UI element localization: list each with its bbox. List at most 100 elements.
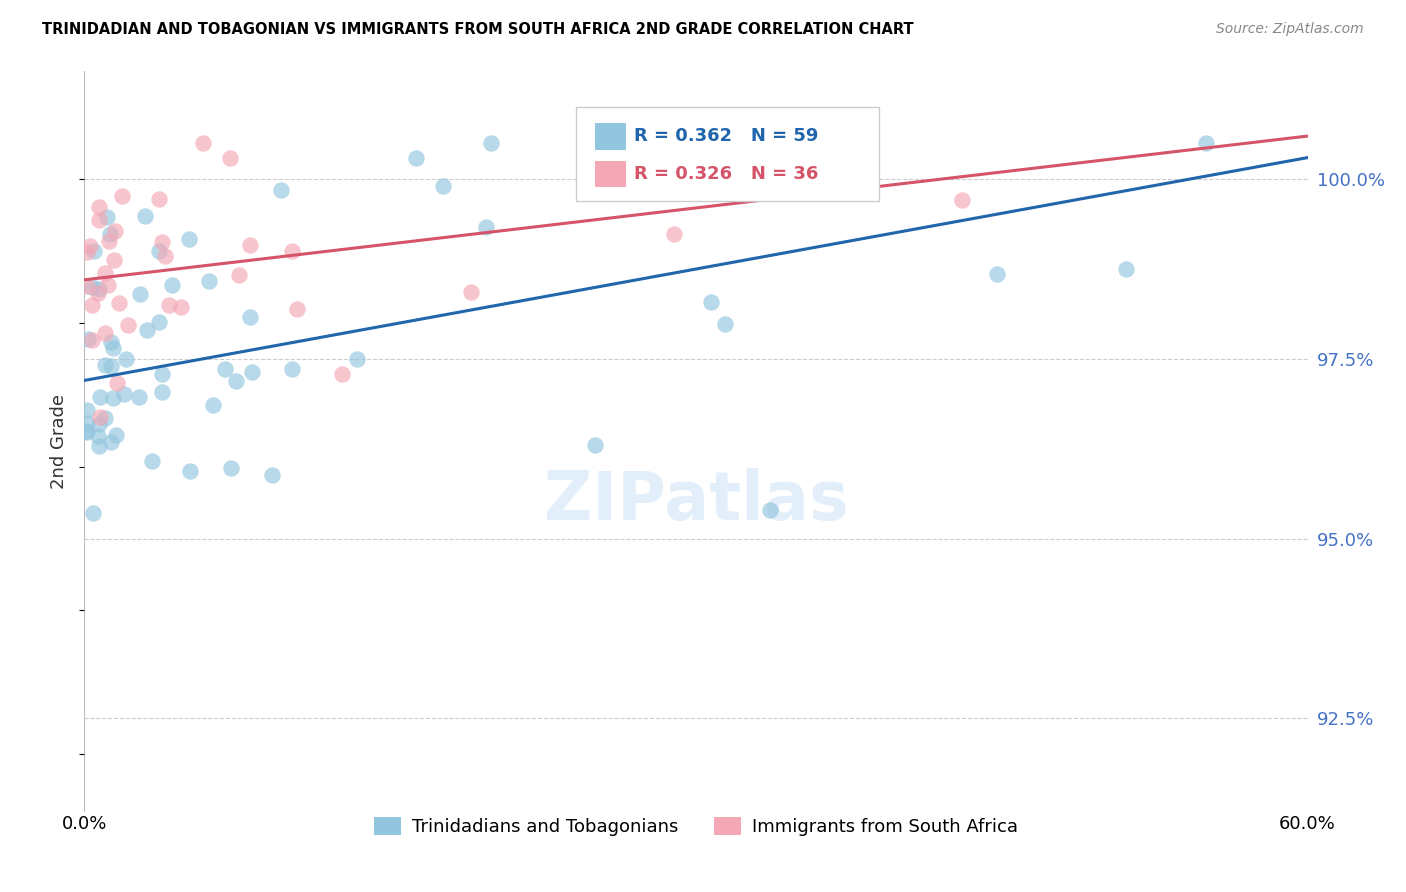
Point (89, 409, 111, 424)
Text: R = 0.326   N = 36: R = 0.326 N = 36 (634, 165, 818, 183)
Point (97, 278, 120, 293)
Point (179, 464, 201, 478)
Point (262, 468, 284, 483)
Point (578, 136, 600, 151)
Point (474, 220, 496, 235)
Point (285, 301, 308, 316)
Text: TRINIDADIAN AND TOBAGONIAN VS IMMIGRANTS FROM SOUTH AFRICA 2ND GRADE CORRELATION: TRINIDADIAN AND TOBAGONIAN VS IMMIGRANTS… (42, 22, 914, 37)
Point (80, 280, 103, 294)
Point (111, 188, 134, 202)
Point (583, 438, 606, 452)
Point (481, 136, 503, 151)
Point (87, 429, 110, 443)
Point (76, 402, 98, 417)
Point (405, 151, 427, 165)
Point (89, 417, 111, 432)
Point (1195, 136, 1218, 151)
Point (1115, 262, 1137, 277)
Point (80, 298, 103, 312)
Point (460, 285, 482, 299)
Text: Source: ZipAtlas.com: Source: ZipAtlas.com (1216, 22, 1364, 37)
Point (148, 244, 170, 259)
Point (75, 424, 97, 438)
Text: R = 0.362   N = 59: R = 0.362 N = 59 (634, 128, 818, 145)
Point (94, 267, 117, 281)
Point (87, 282, 110, 296)
Point (100, 435, 122, 450)
Point (202, 398, 225, 412)
Point (150, 235, 173, 249)
Point (699, 294, 721, 309)
Point (759, 503, 782, 517)
Point (169, 300, 191, 314)
Point (89, 439, 111, 453)
Point (80, 333, 103, 347)
Point (160, 278, 183, 293)
Point (112, 387, 135, 401)
Point (239, 238, 262, 252)
Point (77, 332, 100, 346)
Point (96, 210, 118, 224)
Point (803, 136, 825, 151)
Point (281, 362, 304, 376)
Point (330, 367, 353, 381)
Point (198, 274, 221, 288)
Point (150, 367, 173, 381)
Point (89, 200, 111, 214)
Point (108, 296, 131, 310)
Point (219, 461, 242, 475)
Point (986, 267, 1008, 281)
Point (128, 390, 150, 404)
Point (87, 286, 110, 301)
Point (157, 298, 180, 312)
Point (94, 326, 117, 340)
Point (134, 209, 156, 223)
Point (270, 183, 292, 197)
Legend: Trinidadians and Tobagonians, Immigrants from South Africa: Trinidadians and Tobagonians, Immigrants… (367, 810, 1025, 844)
Point (94, 358, 117, 372)
Point (177, 231, 200, 245)
Point (115, 351, 138, 366)
Text: ZIPatlas: ZIPatlas (544, 467, 848, 533)
Point (141, 454, 163, 468)
Point (101, 341, 124, 355)
Point (950, 193, 973, 207)
Point (105, 376, 128, 390)
Point (148, 192, 170, 206)
Point (104, 224, 127, 238)
Point (76, 279, 98, 293)
Point (104, 428, 127, 442)
Point (153, 249, 176, 263)
Point (79, 239, 101, 253)
Point (117, 318, 139, 333)
Point (83, 244, 105, 259)
Point (82, 506, 104, 520)
Text: 0.0%: 0.0% (62, 815, 107, 833)
Point (76, 416, 98, 430)
Point (98, 227, 121, 241)
Point (100, 359, 122, 374)
Point (713, 317, 735, 331)
Point (94, 410, 117, 425)
Point (193, 136, 215, 151)
Point (98, 234, 121, 248)
Y-axis label: 2nd Grade: 2nd Grade (51, 394, 69, 489)
Point (225, 374, 247, 388)
Point (87, 213, 110, 227)
Point (432, 178, 454, 193)
Point (103, 392, 125, 406)
Text: 60.0%: 60.0% (1279, 815, 1336, 833)
Point (76, 244, 98, 259)
Point (100, 334, 122, 349)
Point (150, 384, 173, 399)
Point (662, 227, 685, 242)
Point (129, 287, 152, 301)
Point (103, 253, 125, 268)
Point (214, 361, 236, 376)
Point (281, 244, 304, 258)
Point (76, 425, 98, 439)
Point (238, 310, 260, 324)
Point (240, 365, 263, 379)
Point (148, 315, 170, 329)
Point (135, 322, 157, 336)
